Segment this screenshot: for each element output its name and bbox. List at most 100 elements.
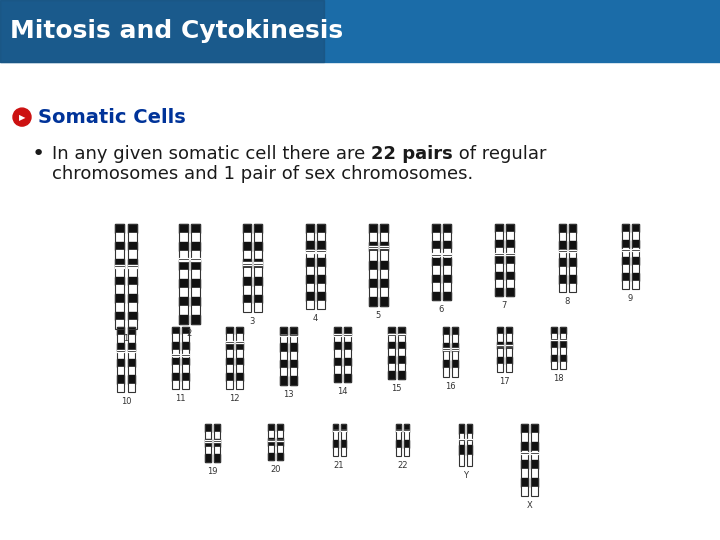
Bar [225,373,233,381]
Bar [369,260,377,269]
Bar [521,424,528,433]
Bar [343,327,351,335]
Bar [631,232,639,240]
Bar [235,366,243,373]
Bar [505,357,511,364]
Bar [379,252,387,260]
Bar [559,362,565,369]
Bar [459,424,464,466]
Bar [235,334,243,342]
Bar [243,294,251,303]
Text: 11: 11 [175,394,185,403]
Bar [115,294,125,303]
Text: In any given somatic cell there are: In any given somatic cell there are [52,145,371,163]
Bar [171,350,179,357]
Bar [404,448,409,456]
Bar [569,241,575,249]
Bar [333,424,338,456]
Text: •: • [32,144,45,164]
Bar [569,224,575,233]
Bar [404,430,409,431]
Bar [379,279,387,288]
Bar [115,276,125,285]
Bar [317,258,325,267]
Bar [531,424,538,433]
Bar [317,249,325,258]
Bar [333,374,341,382]
Bar [115,251,125,259]
Bar [253,303,261,312]
Text: 8: 8 [564,297,570,306]
Bar [214,454,220,462]
Bar [279,360,287,368]
Bar [505,342,511,349]
Bar [369,246,377,248]
Bar [269,438,274,445]
Bar [253,259,261,268]
Bar [289,334,297,336]
Bar [117,327,125,392]
Bar [333,342,341,350]
Bar [243,262,251,265]
Bar [559,224,565,233]
Bar [127,224,137,329]
Text: 13: 13 [283,390,293,399]
Bar [277,440,283,441]
Bar [443,292,451,300]
Bar [333,432,338,440]
Bar [521,460,528,469]
Bar [191,288,199,297]
Bar [181,354,189,355]
Bar [495,248,503,256]
Bar [214,424,220,431]
Bar [191,279,199,288]
Bar [115,224,125,233]
Bar [451,368,457,377]
Bar [341,424,346,432]
Bar [127,276,137,285]
Bar [521,469,528,478]
Bar [569,284,575,292]
Bar [214,447,220,454]
Bar [277,424,283,431]
Bar [505,288,513,296]
Bar [179,306,187,315]
Bar [191,269,199,279]
Bar [467,445,472,455]
Bar [459,439,464,441]
Bar [317,284,325,292]
Bar [127,367,135,375]
Bar [495,280,503,288]
Bar [396,424,401,432]
Bar [243,224,251,312]
Bar [235,357,243,366]
Bar [289,343,297,352]
Bar [225,341,233,343]
Bar [171,381,179,389]
Bar [127,335,135,343]
Bar [531,460,538,469]
Text: of regular: of regular [453,145,546,163]
Bar [205,447,211,454]
Text: 7: 7 [501,301,507,310]
Bar [443,327,449,377]
Bar [127,224,137,233]
Bar [179,288,187,297]
Bar [181,327,189,334]
Bar [243,277,251,286]
Bar [621,265,629,273]
Bar [559,241,565,249]
Bar [253,233,261,242]
Bar [521,433,528,442]
Bar [443,348,449,350]
Bar [396,440,401,448]
Bar [443,275,451,283]
Bar [531,478,538,487]
Bar [214,424,220,462]
Bar [559,334,565,341]
Bar [305,250,313,253]
Bar [387,372,395,379]
Bar [191,297,199,306]
Bar [225,334,233,342]
Bar [531,442,538,451]
